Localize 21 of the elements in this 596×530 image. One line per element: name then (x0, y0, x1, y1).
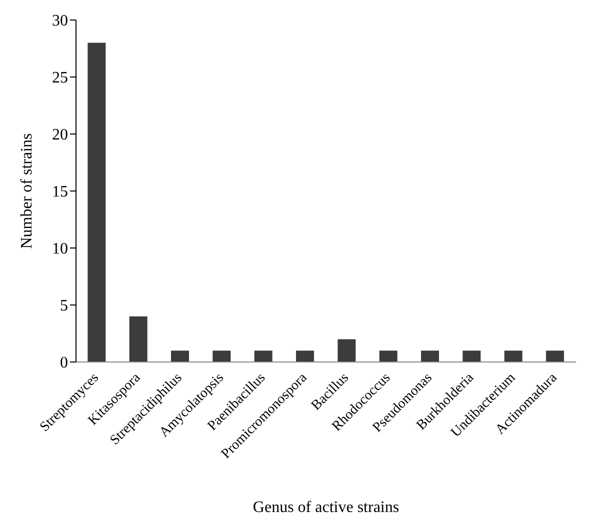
y-axis-title: Number of strains (18, 133, 36, 249)
x-axis-title: Genus of active strains (252, 499, 400, 516)
bar (338, 339, 356, 362)
y-tick-label: 10 (52, 240, 68, 258)
y-tick-label: 5 (60, 298, 68, 315)
bar (254, 350, 272, 362)
y-tick-label: 30 (52, 12, 68, 30)
bar (88, 42, 106, 362)
y-tick-label: 15 (52, 184, 68, 201)
bar (421, 350, 439, 362)
y-tick-label: 0 (60, 354, 68, 372)
bar (212, 350, 231, 362)
bar (129, 316, 148, 362)
bar (296, 350, 314, 362)
bar (379, 350, 398, 362)
bar (504, 350, 522, 362)
y-tick-label: 25 (52, 70, 68, 87)
bar (171, 350, 189, 362)
bar (462, 350, 481, 362)
bar (546, 350, 564, 362)
y-tick-label: 20 (52, 126, 68, 144)
